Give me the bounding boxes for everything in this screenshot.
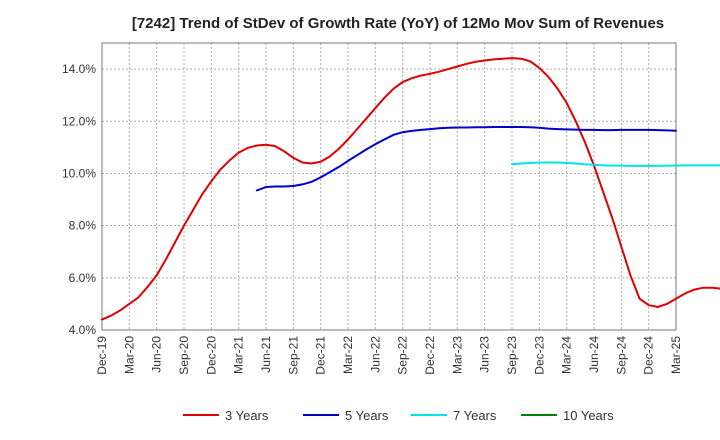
x-tick-label: Sep-22 (396, 336, 410, 375)
x-tick-label: Dec-23 (532, 336, 546, 375)
series-layer (101, 57, 720, 321)
x-tick-label: Mar-23 (450, 336, 464, 374)
chart-title: [7242] Trend of StDev of Growth Rate (Yo… (132, 15, 664, 32)
y-axis-ticks: 4.0% 6.0% 8.0% 10.0% 12.0% 14.0% (62, 62, 96, 337)
y-tick-label: 10.0% (62, 166, 96, 180)
x-tick-label: Jun-23 (478, 336, 492, 373)
y-tick-label: 4.0% (69, 323, 97, 337)
x-tick-label: Mar-22 (341, 336, 355, 374)
x-tick-label: Jun-24 (587, 336, 601, 373)
legend-label: 5 Years (345, 408, 389, 423)
grid-layer (102, 43, 676, 331)
x-tick-label: Sep-20 (177, 336, 191, 375)
x-tick-label: Mar-24 (560, 336, 574, 374)
legend: 3 Years 5 Years 7 Years 10 Years (183, 408, 614, 423)
legend-label: 10 Years (563, 408, 614, 423)
x-tick-label: Mar-25 (669, 336, 683, 374)
x-tick-label: Jun-22 (368, 336, 382, 373)
y-tick-label: 14.0% (62, 62, 96, 76)
series-line-5-years (255, 126, 677, 192)
x-tick-label: Mar-21 (232, 336, 246, 374)
x-tick-label: Sep-24 (614, 336, 628, 375)
plot-frame (101, 42, 677, 331)
x-tick-label: Sep-21 (286, 336, 300, 375)
x-tick-label: Sep-23 (505, 336, 519, 375)
series-line-3-years (101, 57, 720, 321)
y-tick-label: 12.0% (62, 114, 96, 128)
x-axis-ticks: Dec-19 Mar-20 Jun-20 Sep-20 Dec-20 Mar-21 Jun-… (95, 336, 683, 375)
x-tick-label: Mar-20 (122, 336, 136, 374)
x-tick-label: Dec-24 (642, 336, 656, 375)
y-tick-label: 6.0% (69, 271, 97, 285)
x-tick-label: Jun-20 (150, 336, 164, 373)
legend-label: 3 Years (225, 408, 269, 423)
series-line-7-years (511, 161, 720, 167)
legend-label: 7 Years (453, 408, 497, 423)
y-tick-label: 8.0% (69, 219, 97, 233)
x-tick-label: Dec-20 (204, 336, 218, 375)
x-tick-label: Dec-22 (423, 336, 437, 375)
x-tick-label: Jun-21 (259, 336, 273, 373)
x-tick-label: Dec-21 (314, 336, 328, 375)
x-tick-label: Dec-19 (95, 336, 109, 375)
